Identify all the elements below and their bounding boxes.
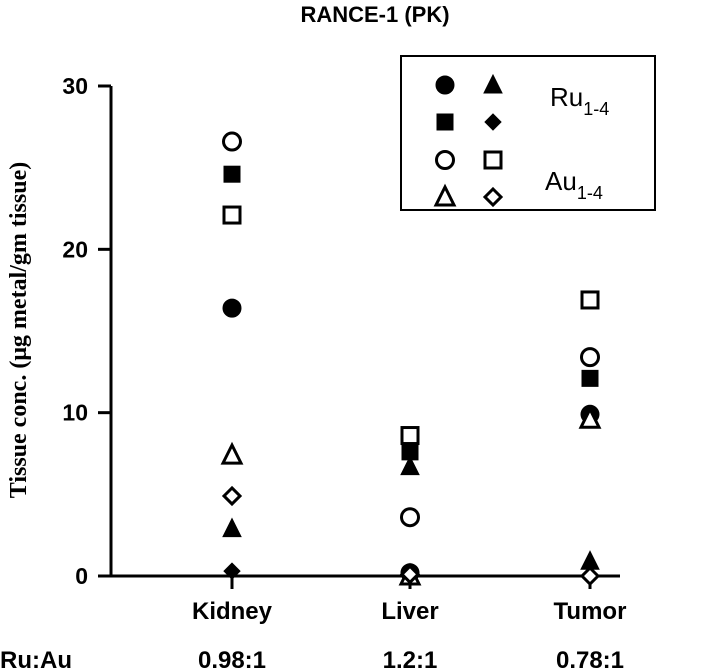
legend-ru-text: Ru <box>550 82 583 112</box>
data-points <box>220 131 602 587</box>
legend-marker-ru2 <box>483 73 503 94</box>
data-point-au1 <box>400 507 420 528</box>
chart-title: RANCE-1 (PK) <box>300 2 449 27</box>
legend-markers <box>433 73 504 208</box>
data-point-au4 <box>579 565 601 587</box>
y-tick-label: 10 <box>62 400 88 426</box>
legend-marker-au1 <box>435 150 455 170</box>
legend-marker-au2 <box>483 150 503 170</box>
legend-au-label: Au1-4 <box>545 166 603 203</box>
legend-ru-sub: 1-4 <box>583 99 609 119</box>
data-point-au3 <box>578 405 602 429</box>
data-point-ru3 <box>581 369 599 387</box>
legend-marker-au3 <box>433 183 457 207</box>
y-axis-label: Tissue conc. (μg metal/gm tissue) <box>6 162 32 498</box>
legend-au-text: Au <box>545 166 577 196</box>
legend-marker-ru4 <box>484 113 502 131</box>
data-point-ru1 <box>222 298 242 318</box>
legend-marker-ru3 <box>436 113 454 131</box>
x-tick-label: Liver <box>381 598 438 625</box>
y-tick-label: 30 <box>62 73 88 99</box>
data-point-ru3 <box>223 165 241 183</box>
data-point-au1 <box>222 131 242 152</box>
x-ticks: Kidney Liver Tumor <box>192 576 626 625</box>
data-point-ru2 <box>222 517 242 538</box>
data-point-au2 <box>222 205 242 225</box>
data-point-au4 <box>399 564 421 585</box>
data-point-au3 <box>220 441 244 465</box>
legend-marker-ru1 <box>435 75 455 95</box>
legend-marker-au4 <box>482 186 504 208</box>
ratio-row: Ru:Au 0.98:1 1.2:1 0.78:1 <box>0 647 624 672</box>
legend-ru-label: Ru1-4 <box>550 82 609 119</box>
x-tick-label: Tumor <box>554 598 627 625</box>
data-point-ru2 <box>400 455 420 476</box>
x-tick-label: Kidney <box>192 598 273 625</box>
data-point-ru3 <box>401 443 419 461</box>
y-tick-label: 0 <box>75 563 88 589</box>
axes <box>109 86 620 578</box>
data-point-ru4 <box>223 562 241 580</box>
ratio-value: 1.2:1 <box>383 647 438 672</box>
y-ticks: 0 10 20 30 <box>62 73 111 589</box>
legend: Ru1-4 Au1-4 <box>400 55 656 211</box>
ratio-row-label: Ru:Au <box>0 647 72 672</box>
ratio-values: 0.98:1 1.2:1 0.78:1 <box>198 647 624 672</box>
ratio-value: 0.98:1 <box>198 647 266 672</box>
data-point-au4 <box>221 485 243 507</box>
data-point-au1 <box>580 347 600 368</box>
data-point-au2 <box>400 426 420 446</box>
y-tick-label: 20 <box>62 236 88 262</box>
data-point-au2 <box>580 290 600 310</box>
legend-au-sub: 1-4 <box>577 183 603 203</box>
ratio-value: 0.78:1 <box>556 647 624 672</box>
